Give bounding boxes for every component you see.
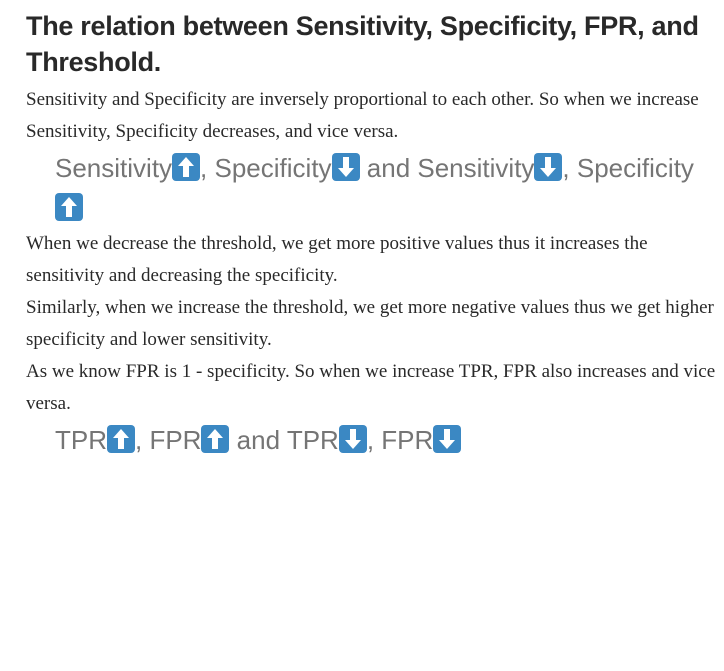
paragraph-fpr-definition: As we know FPR is 1 - specificity. So wh…	[26, 361, 716, 414]
pull-quote-sensitivity-specificity: Sensitivity, Specificity and Sensitivity…	[26, 148, 716, 228]
quote-term: TPR	[286, 425, 339, 455]
quote-separator: ,	[562, 153, 577, 183]
up-arrow-emoji-icon	[55, 193, 83, 221]
paragraph-decrease-threshold: When we decrease the threshold, we get m…	[26, 233, 648, 286]
quote-separator: ,	[366, 425, 382, 455]
quote-term: Specificity	[214, 153, 332, 183]
quote-separator: and	[359, 153, 418, 183]
up-arrow-emoji-icon	[107, 425, 135, 453]
quote-separator: and	[229, 425, 287, 455]
quote-separator: ,	[135, 425, 150, 455]
quote-term: FPR	[381, 425, 434, 455]
paragraph-inverse-relation: Sensitivity and Specificity are inversel…	[26, 89, 699, 142]
paragraph-increase-threshold: Similarly, when we increase the threshol…	[26, 297, 714, 350]
article-body: The relation between Sensitivity, Specif…	[26, 0, 716, 460]
down-arrow-emoji-icon	[534, 153, 563, 181]
up-arrow-emoji-icon	[172, 153, 201, 181]
down-arrow-emoji-icon	[331, 153, 360, 181]
quote-term: Specificity	[576, 153, 694, 183]
quote-term: FPR	[149, 425, 202, 455]
quote-term: TPR	[55, 425, 107, 455]
quote-separator: ,	[200, 153, 215, 183]
down-arrow-emoji-icon	[338, 425, 367, 453]
up-arrow-emoji-icon	[201, 425, 230, 453]
quote-term: Sensitivity	[55, 153, 173, 183]
down-arrow-emoji-icon	[433, 425, 462, 453]
section-heading: The relation between Sensitivity, Specif…	[26, 11, 699, 77]
quote-term: Sensitivity	[417, 153, 535, 183]
pull-quote-tpr-fpr: TPR, FPR and TPR, FPR	[26, 420, 716, 460]
